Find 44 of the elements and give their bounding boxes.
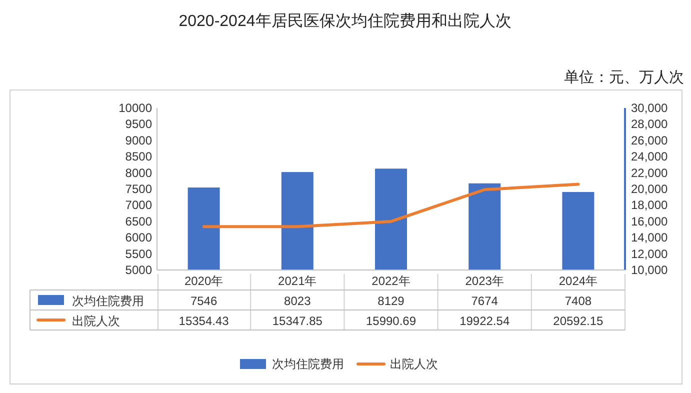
y-tick-label: 5500	[125, 246, 152, 261]
y-tick-label: 10000	[118, 101, 152, 115]
y-tick-label: 9500	[125, 117, 152, 132]
chart-title: 2020-2024年居民医保次均住院费用和出院人次	[178, 12, 512, 30]
y2-tick-label: 26,000	[631, 133, 668, 148]
x-tick-label: 2024年	[558, 274, 598, 288]
y-tick-label: 7500	[125, 182, 152, 196]
y2-tick-label: 12,000	[631, 246, 668, 261]
y2-tick-label: 28,000	[631, 117, 668, 132]
text: 次均住院费用	[272, 357, 344, 371]
data-label: 20592.15	[553, 314, 604, 328]
y-tick-label: 6000	[125, 230, 152, 245]
data-label: 15354.43	[178, 314, 230, 328]
y2-tick-label: 18,000	[631, 198, 668, 212]
data-label: 8129	[378, 294, 405, 308]
data-label: 7546	[190, 294, 218, 308]
data-label: 7674	[471, 294, 498, 308]
y-tick-label: 7000	[125, 198, 152, 212]
data-label: 7408	[564, 294, 592, 308]
line-series	[202, 182, 580, 228]
x-tick-label: 2020年	[184, 274, 224, 288]
x-tick-label: 2022年	[372, 274, 410, 288]
x-tick-label: 2021年	[278, 274, 317, 288]
text: 出院人次	[390, 357, 438, 371]
y2-tick-label: 24,000	[631, 150, 668, 164]
y-tick-label: 9000	[125, 133, 152, 148]
legend-label: 出院人次	[72, 314, 120, 328]
y-tick-label: 5000	[125, 263, 152, 277]
y2-tick-label: 16,000	[631, 214, 668, 228]
data-label: 15347.85	[272, 314, 323, 328]
y2-tick-label: 14,000	[631, 230, 668, 245]
y2-tick-label: 10,000	[631, 263, 668, 277]
y-tick-label: 8500	[125, 150, 152, 164]
y-tick-label: 6500	[125, 214, 152, 228]
x-tick-label: 2023年	[465, 274, 504, 288]
y2-tick-label: 22,000	[631, 166, 668, 180]
data-label: 8023	[284, 294, 312, 308]
y2-tick-label: 30,000	[631, 101, 668, 115]
legend-label: 次均住院费用	[72, 294, 144, 308]
data-label: 15990.69	[366, 314, 416, 328]
text: 单位：元、万人次	[564, 69, 684, 86]
y2-tick-label: 20,000	[631, 182, 668, 196]
data-label: 19922.54	[460, 314, 510, 328]
y-tick-label: 8000	[125, 166, 152, 180]
